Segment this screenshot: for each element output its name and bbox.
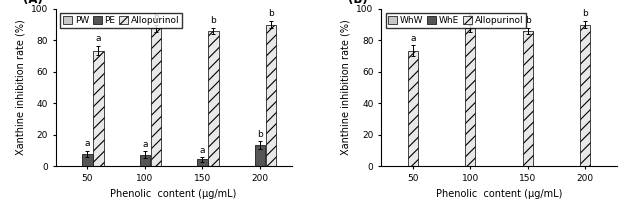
Text: b: b [582,9,588,18]
Text: b: b [525,16,531,25]
Text: (B): (B) [348,0,368,6]
X-axis label: Phenolic  content (μg/mL): Phenolic content (μg/mL) [110,189,237,199]
Text: b: b [467,13,473,22]
Legend: PW, PE, Allopurinol: PW, PE, Allopurinol [60,13,182,28]
Text: b: b [210,16,216,25]
Bar [465,28,476,166]
Y-axis label: Xanthine inhibition rate (%): Xanthine inhibition rate (%) [341,20,351,155]
Bar [82,154,92,166]
Text: a: a [85,139,90,148]
Bar [93,51,104,166]
Text: a: a [410,34,415,43]
Text: b: b [153,13,159,22]
Legend: WhW, WhE, Allopurinol: WhW, WhE, Allopurinol [386,13,526,28]
X-axis label: Phenolic  content (μg/mL): Phenolic content (μg/mL) [436,189,562,199]
Bar [580,25,590,166]
Bar [266,25,276,166]
Text: a: a [95,34,101,43]
Text: a: a [142,140,148,149]
Bar [208,31,218,166]
Text: a: a [200,146,205,155]
Bar [140,155,150,166]
Text: (A): (A) [23,0,43,6]
Bar [255,145,265,166]
Bar [197,159,208,166]
Text: b: b [257,130,263,139]
Y-axis label: Xanthine inhibition rate (%): Xanthine inhibition rate (%) [16,20,25,155]
Text: b: b [268,9,274,18]
Bar [407,51,418,166]
Bar [151,28,161,166]
Bar [523,31,533,166]
